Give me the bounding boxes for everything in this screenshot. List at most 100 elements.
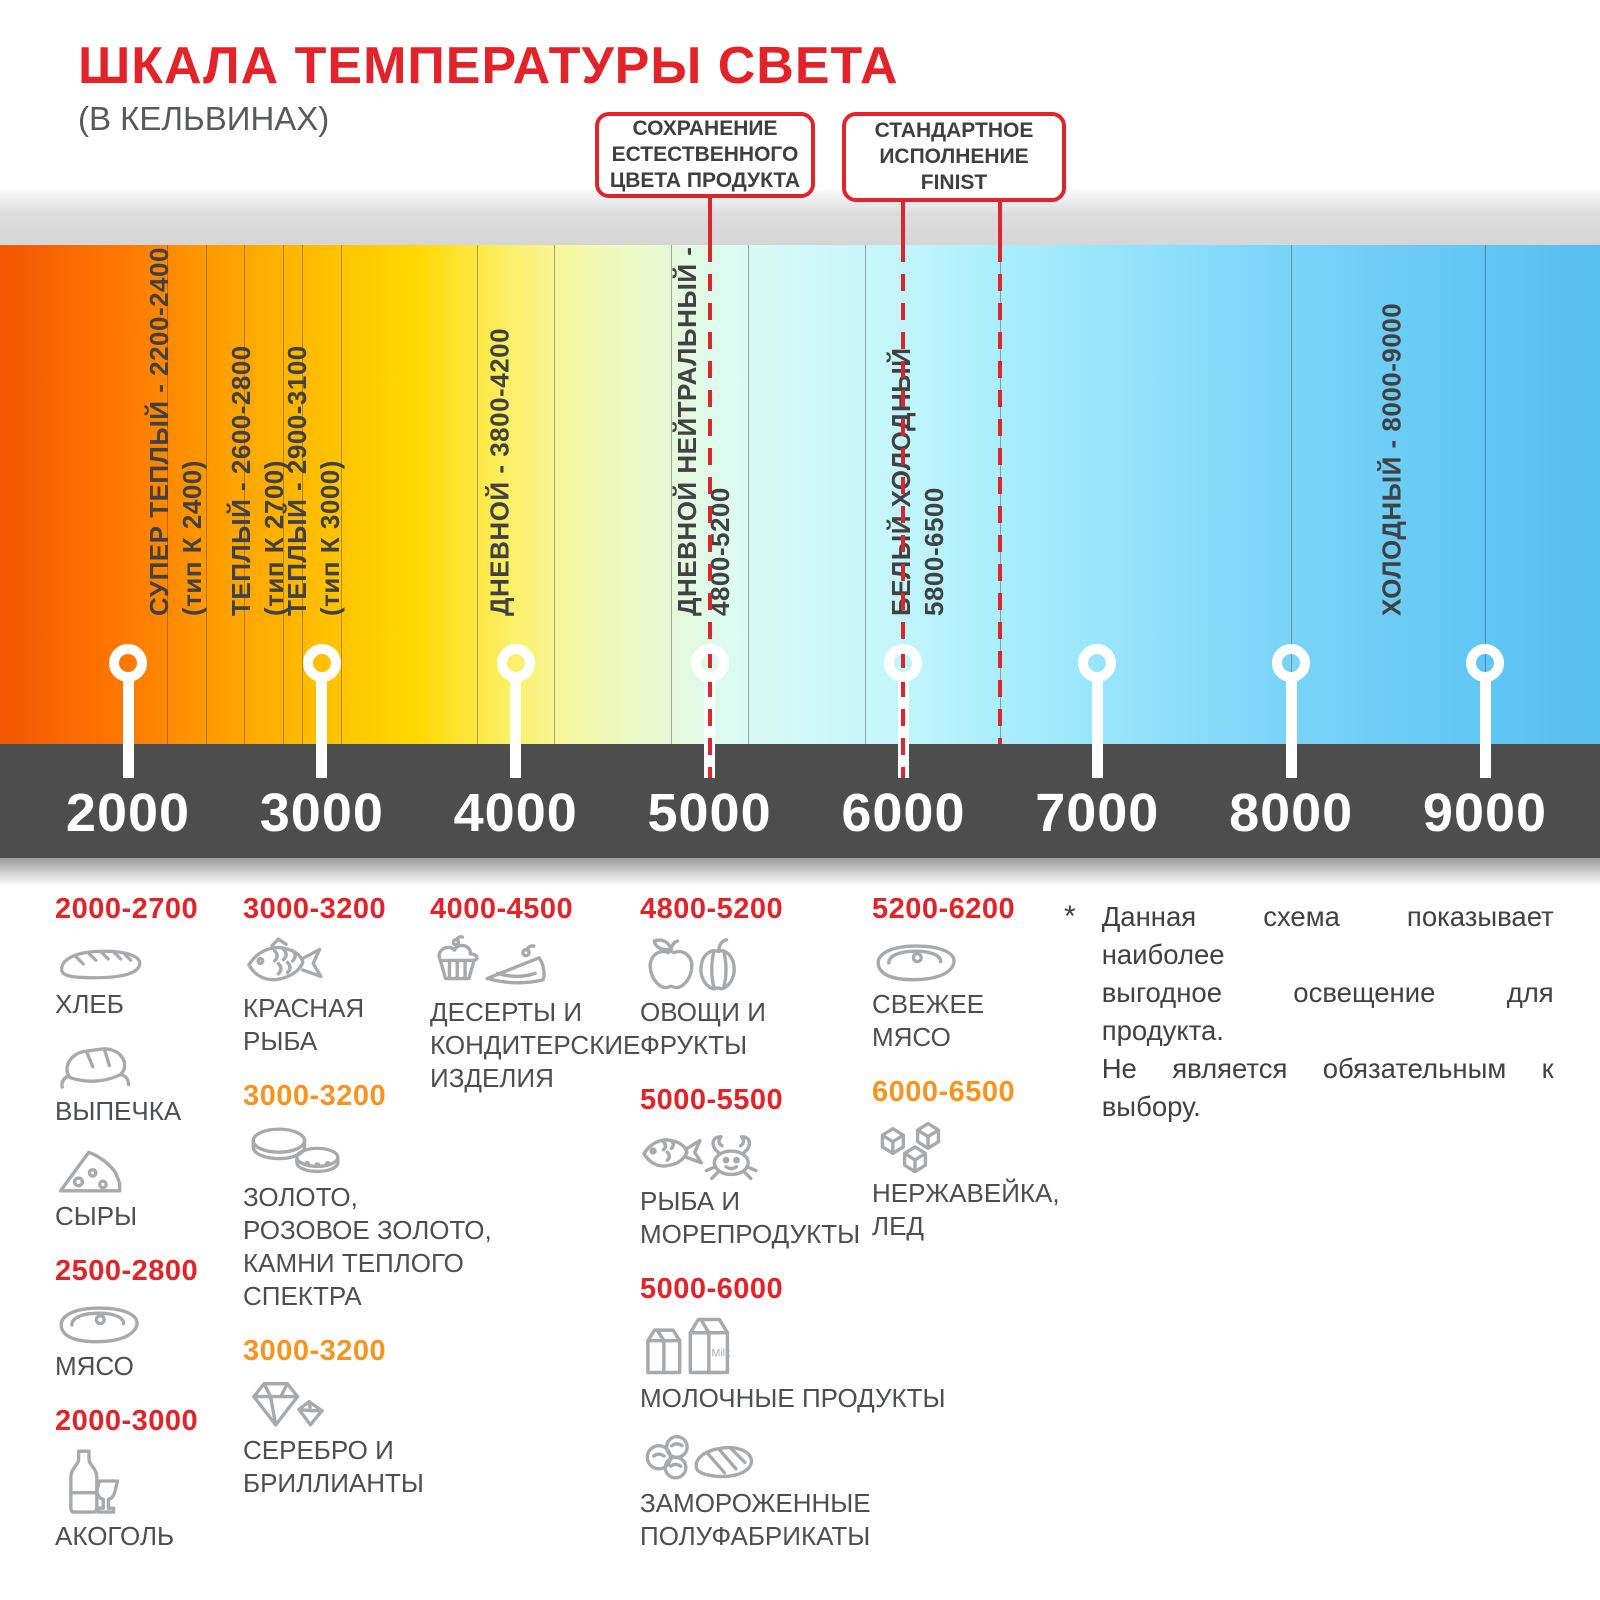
scale-marker-stem (316, 672, 328, 778)
legend-entry: ХЛЕБ (55, 934, 198, 1021)
legend-entry: АКОГОЛЬ (55, 1446, 198, 1553)
zone-label-sub: (тип К 3000) (315, 460, 346, 616)
legend-column-1: 2000-2700 ХЛЕБ ВЫПЕЧКА СЫРЫ 2500-2800 МЯСО 200… (55, 893, 198, 1567)
scale-marker-stem (1479, 672, 1491, 778)
zone-label: ДНЕВНОЙ - 3800-4200 (484, 236, 517, 616)
callout-pointer-solid (998, 198, 1003, 245)
legend-label-line: МОРЕПРОДУКТЫ (640, 1219, 861, 1249)
fish-icon (243, 934, 492, 988)
legend-entry: ОВОЩИ И ФРУКТЫ (640, 934, 946, 1062)
alcohol-icon (55, 1446, 198, 1516)
legend-entry: НЕРЖАВЕЙКА, ЛЕД (872, 1117, 1060, 1243)
legend-entry-label: ЗАМОРОЖЕННЫЕ ПОЛУФАБРИКАТЫ (640, 1487, 946, 1553)
legend-label-line: РЫБА (243, 1026, 318, 1056)
legend-entry: РЫБА И МОРЕПРОДУКТЫ (640, 1125, 946, 1251)
legend-label-line: КАМНИ ТЕПЛОГО (243, 1248, 464, 1278)
legend-entry: ДЕСЕРТЫ И КОНДИТЕРСКИЕ ИЗДЕЛИЯ (430, 934, 640, 1095)
legend-entry: СЫРЫ (55, 1142, 198, 1233)
legend-entry: СЕРЕБРО И БРИЛЛИАНТЫ (243, 1376, 492, 1500)
legend-label-line: МЯСО (55, 1351, 134, 1381)
legend-label-line: ДЕСЕРТЫ И (430, 997, 583, 1027)
zone-label-main: ДНЕВНОЙ - 3800-4200 (484, 327, 515, 616)
scale-marker-ring (884, 644, 923, 682)
legend-entry-label: ЗОЛОТО, РОЗОВОЕ ЗОЛОТО, КАМНИ ТЕПЛОГО СПЕКТ… (243, 1181, 492, 1313)
zone-label-main: ТЕПЛЫЙ - 2900-3100 (282, 345, 313, 616)
footnote: * Данная схема показывает наиболее выгодн… (1064, 898, 1554, 1126)
frozen-icon (640, 1429, 946, 1483)
legend-label-line: СЕРЕБРО И (243, 1435, 394, 1465)
svg-text:Milk: Milk (712, 1348, 732, 1360)
scale-marker-stem (1285, 672, 1297, 778)
callout-pointer-dashed (901, 245, 906, 778)
legend-range-heading: 3000-3200 (243, 1335, 387, 1367)
legend-label-line: НЕРЖАВЕЙКА, (872, 1178, 1060, 1208)
desserts-icon (430, 934, 640, 992)
legend-entry-label: МОЛОЧНЫЕ ПРОДУКТЫ (640, 1382, 946, 1415)
ice-icon (872, 1117, 1060, 1173)
legend-range-heading: 5000-6000 (640, 1273, 784, 1305)
legend-entry: СВЕЖЕЕ МЯСО (872, 934, 1060, 1054)
legend-column-2: 3000-3200 КРАСНАЯ РЫБА 3000-3200 ЗОЛОТО, РОЗО… (243, 893, 492, 1514)
legend-range-heading: 3000-3200 (243, 1080, 387, 1112)
legend-entry: ЗАМОРОЖЕННЫЕ ПОЛУФАБРИКАТЫ (640, 1429, 946, 1553)
legend-label-line: СЫРЫ (55, 1201, 138, 1231)
bread-icon (55, 934, 198, 984)
scale-marker-stem (510, 672, 522, 778)
callout-line: ИСПОЛНЕНИЕ (879, 145, 1029, 168)
scale-marker-stem (1091, 672, 1103, 778)
page-title: ШКАЛА ТЕМПЕРАТУРЫ СВЕТА (78, 37, 899, 95)
footnote-line: Данная схема показывает наиболее (1101, 901, 1554, 970)
callout-line: СТАНДАРТНОЕ (874, 119, 1034, 142)
legend-label-line: ЗАМОРОЖЕННЫЕ (640, 1488, 871, 1518)
legend-label-line: РЫБА И (640, 1186, 741, 1216)
legend-entry-label: КРАСНАЯ РЫБА (243, 992, 492, 1058)
legend-label-line: АКОГОЛЬ (55, 1521, 175, 1551)
legend-label-line: ЛЕД (872, 1211, 925, 1241)
zone-boundary-line (476, 245, 478, 744)
axis-tick-5000: 5000 (647, 783, 772, 843)
zone-label-main: ТЕПЛЫЙ - 2600-2800 (225, 345, 256, 616)
legend-entry-label: ХЛЕБ (55, 988, 198, 1021)
scale-marker-ring (1078, 644, 1117, 682)
legend-entry-label: ОВОЩИ И ФРУКТЫ (640, 996, 946, 1062)
legend-label-line: МОЛОЧНЫЕ ПРОДУКТЫ (640, 1383, 946, 1413)
page-subtitle: (В КЕЛЬВИНАХ) (78, 100, 330, 137)
seafood-icon (640, 1125, 946, 1181)
legend-entry: КРАСНАЯ РЫБА (243, 934, 492, 1058)
legend-label-line: ВЫПЕЧКА (55, 1096, 182, 1126)
callout-strip-background (0, 190, 1600, 245)
scale-marker-ring (1466, 644, 1504, 682)
callout-pointer-dashed (707, 245, 712, 778)
callout-pointer-solid (901, 198, 906, 245)
axis-tick-2000: 2000 (65, 783, 191, 843)
axis-tick-4000: 4000 (453, 783, 578, 843)
zone-boundary-line (748, 245, 750, 744)
zone-label: БЕЛЫЙ ХОЛОДНЫЙ -5800-6500 (885, 236, 951, 616)
kelvin-axis-band: 2000 3000 4000 5000 6000 7000 8000 9000 (0, 744, 1600, 858)
zone-boundary-line (554, 245, 556, 744)
zone-boundary-line (341, 245, 343, 744)
zone-label: ДНЕВНОЙ НЕЙТРАЛЬНЫЙ -4800-5200 (671, 236, 737, 616)
zone-label-main: ХОЛОДНЫЙ - 8000-9000 (1376, 302, 1407, 616)
croissant-icon (55, 1035, 198, 1091)
axis-tick-3000: 3000 (259, 783, 384, 843)
footnote-line: Не является обязательным к выбору. (1101, 1053, 1554, 1122)
milk-icon: Milk (640, 1314, 946, 1378)
legend-column-5: 5200-6200 СВЕЖЕЕ МЯСО 6000-6500 НЕРЖАВЕЙКА, Л… (872, 893, 1060, 1257)
legend-entry-label: СЫРЫ (55, 1200, 198, 1233)
zone-label: ТЕПЛЫЙ - 2900-3100 (тип К 3000) (281, 236, 347, 616)
legend-label-line: БРИЛЛИАНТЫ (243, 1468, 424, 1498)
legend-label-line: ИЗДЕЛИЯ (430, 1063, 554, 1093)
callout-line: ЕСТЕСТВЕННОГО (611, 143, 799, 166)
zone-label-sub: (тип К 2400) (177, 460, 208, 616)
scale-marker-ring (690, 644, 729, 682)
legend-label-line: КРАСНАЯ (243, 993, 365, 1023)
legend-label-line: ПОЛУФАБРИКАТЫ (640, 1521, 871, 1551)
axis-tick-8000: 8000 (1229, 783, 1354, 843)
axis-tick-9000: 9000 (1422, 783, 1548, 843)
scale-marker-ring (496, 644, 535, 682)
diamond-icon (243, 1376, 492, 1430)
legend-label-line: ЗОЛОТО, (243, 1182, 358, 1212)
zone-label: СУПЕР ТЕПЛЫЙ - 2200-2400 (тип К 2400) (143, 236, 209, 616)
fresh-meat-icon (872, 934, 1060, 984)
